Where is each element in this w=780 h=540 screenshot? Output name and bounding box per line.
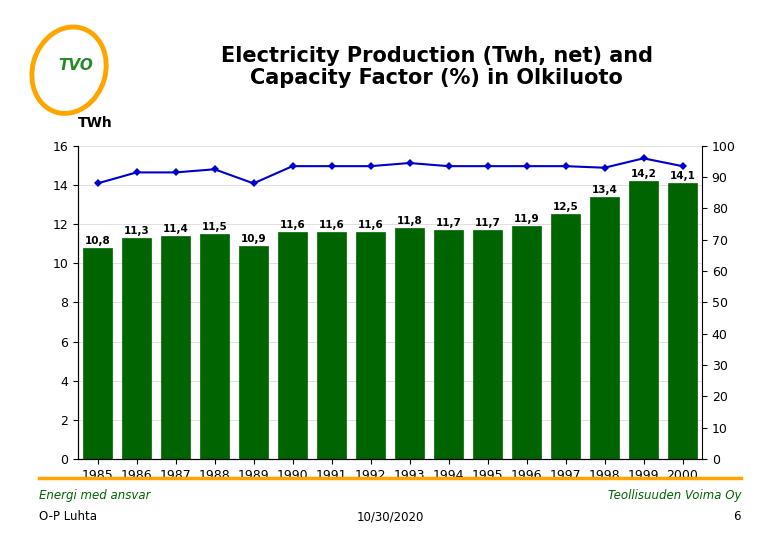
Bar <box>317 232 346 459</box>
Text: 11,6: 11,6 <box>318 220 345 230</box>
Bar <box>668 183 697 459</box>
Bar <box>356 232 385 459</box>
Text: 11,3: 11,3 <box>123 226 150 236</box>
Text: O-P Luhta: O-P Luhta <box>39 510 97 523</box>
Text: 14,2: 14,2 <box>630 169 657 179</box>
Text: 11,4: 11,4 <box>162 224 189 234</box>
Bar <box>395 228 424 459</box>
Bar <box>434 230 463 459</box>
Bar <box>83 247 112 459</box>
Text: Capacity Factor (%) in Olkiluoto: Capacity Factor (%) in Olkiluoto <box>250 68 623 87</box>
Bar <box>161 236 190 459</box>
Text: 11,7: 11,7 <box>435 218 462 228</box>
Text: 11,5: 11,5 <box>201 222 228 232</box>
Text: 11,6: 11,6 <box>357 220 384 230</box>
Bar <box>239 246 268 459</box>
Text: 10,9: 10,9 <box>241 234 266 244</box>
Text: 11,9: 11,9 <box>514 214 539 224</box>
Text: Electricity Production (Twh, net) and: Electricity Production (Twh, net) and <box>221 46 653 66</box>
Text: 10,8: 10,8 <box>84 235 111 246</box>
Text: 6: 6 <box>733 510 741 523</box>
Bar <box>122 238 151 459</box>
Bar <box>200 234 229 459</box>
Text: Teollisuuden Voima Oy: Teollisuuden Voima Oy <box>608 489 741 502</box>
Text: 10/30/2020: 10/30/2020 <box>356 510 424 523</box>
Text: 11,6: 11,6 <box>279 220 306 230</box>
Text: Energi med ansvar: Energi med ansvar <box>39 489 151 502</box>
Text: 11,7: 11,7 <box>474 218 501 228</box>
Text: 14,1: 14,1 <box>669 171 696 181</box>
Text: TVO: TVO <box>58 58 94 73</box>
Bar <box>278 232 307 459</box>
Bar <box>551 214 580 459</box>
Text: TWh: TWh <box>78 116 113 130</box>
Bar <box>629 181 658 459</box>
Bar <box>512 226 541 459</box>
Text: 11,8: 11,8 <box>396 216 423 226</box>
Bar <box>473 230 502 459</box>
Bar <box>590 197 619 459</box>
Text: 13,4: 13,4 <box>591 185 618 195</box>
Text: 12,5: 12,5 <box>552 202 579 212</box>
